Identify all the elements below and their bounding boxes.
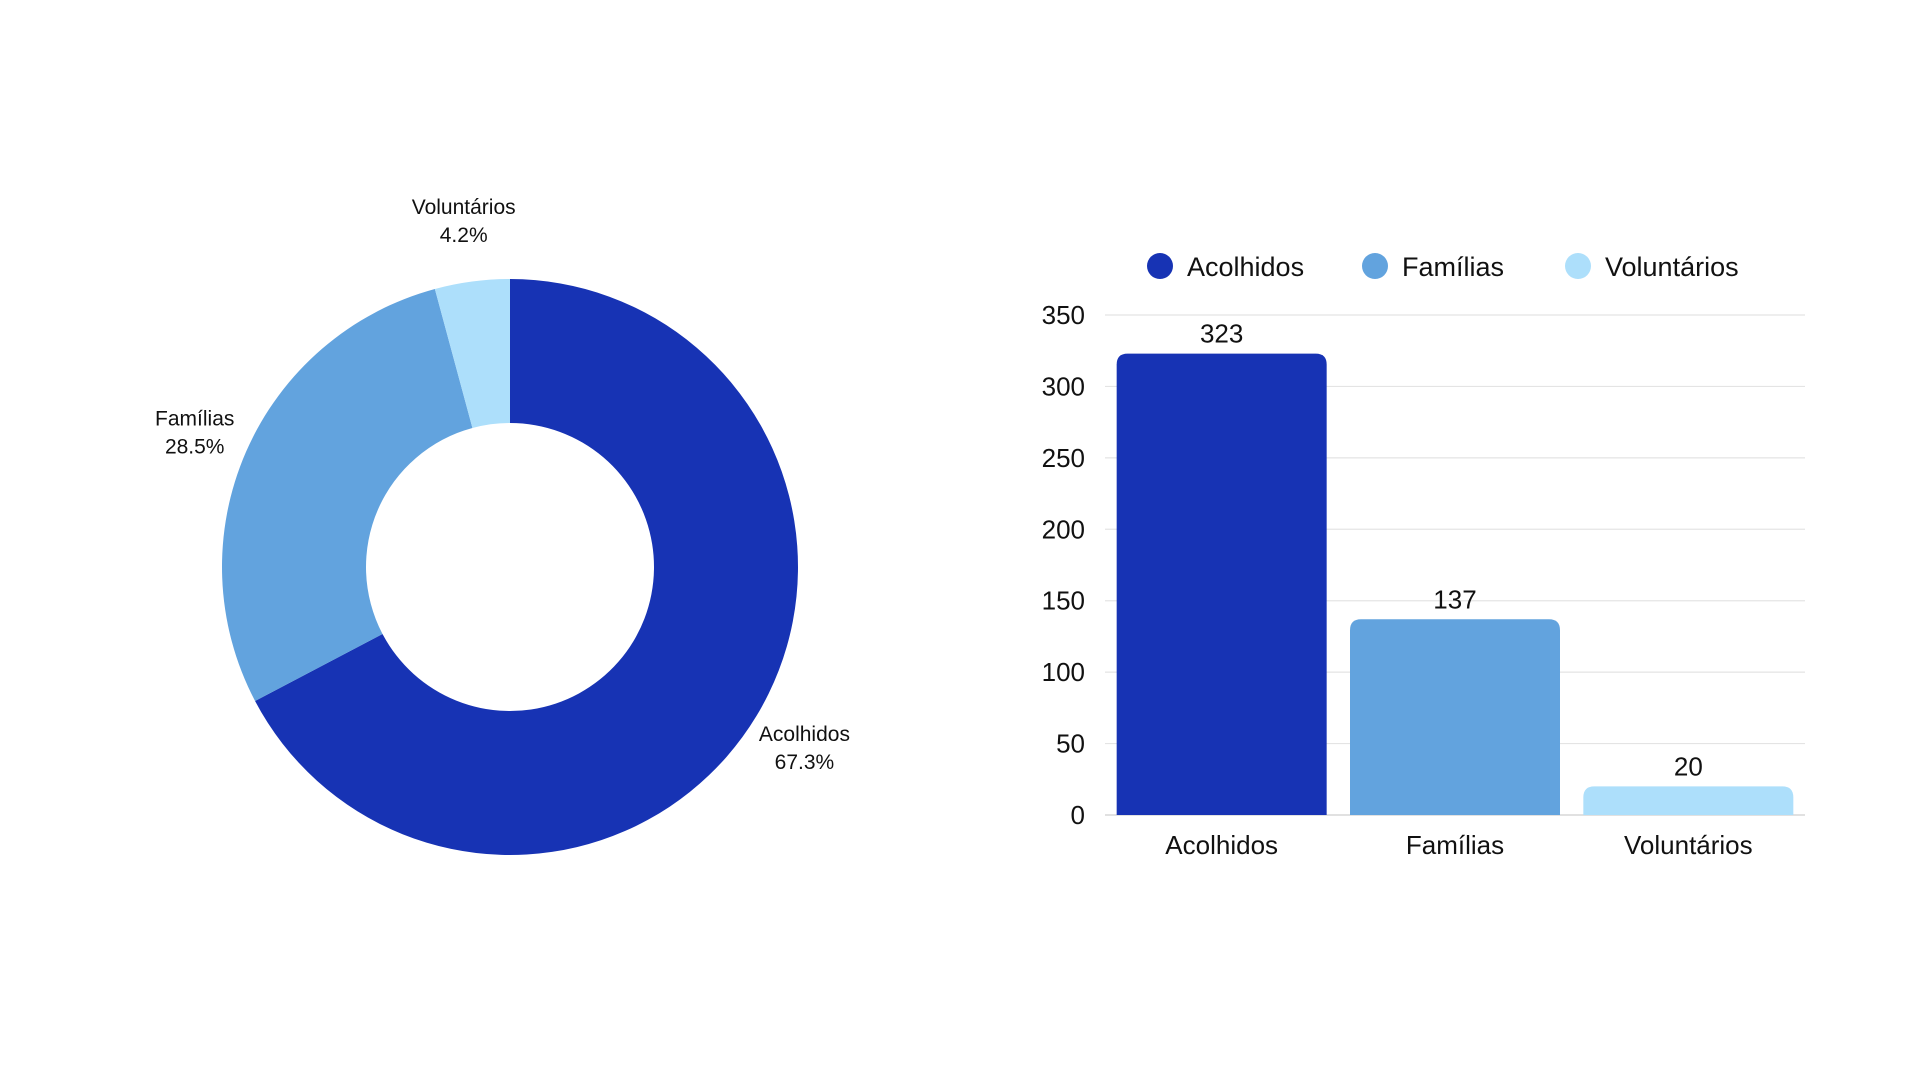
y-tick-label: 350: [1042, 300, 1085, 330]
legend-marker: [1362, 253, 1388, 279]
y-tick-label: 300: [1042, 371, 1085, 401]
donut-value-famílias: 28.5%: [165, 435, 225, 458]
bar-voluntários[interactable]: [1583, 786, 1794, 815]
legend-item-acolhidos[interactable]: Acolhidos: [1147, 252, 1304, 282]
bar-chart-legend[interactable]: Acolhidos Famílias Voluntários: [1147, 252, 1739, 282]
donut-slice-famílias[interactable]: [222, 288, 473, 701]
y-tick-label: 250: [1042, 443, 1085, 473]
legend-label: Acolhidos: [1187, 252, 1304, 282]
y-tick-label: 100: [1042, 657, 1085, 687]
donut-slice-voluntários[interactable]: [434, 279, 510, 428]
y-tick-label: 150: [1042, 586, 1085, 616]
donut-label-acolhidos: Acolhidos: [759, 723, 850, 746]
bar-data-label: 20: [1674, 751, 1703, 781]
donut-value-acolhidos: 67.3%: [775, 751, 835, 774]
bar-acolhidos[interactable]: [1116, 353, 1327, 815]
bar-chart-axes: 0 50 100 150 200 250 300 350 Acolhidos Famílias Vo…: [1042, 300, 1753, 860]
donut-label-voluntários: Voluntários: [412, 196, 516, 219]
x-tick-label: Voluntários: [1624, 830, 1753, 860]
legend-marker: [1565, 253, 1591, 279]
bar-chart-bars: 323 137 20: [1116, 319, 1794, 815]
y-tick-label: 200: [1042, 514, 1085, 544]
x-tick-label: Famílias: [1406, 830, 1504, 860]
legend-label: Voluntários: [1605, 252, 1739, 282]
legend-item-voluntários[interactable]: Voluntários: [1565, 252, 1739, 282]
legend-label: Famílias: [1402, 252, 1504, 282]
y-tick-label: 0: [1071, 800, 1085, 830]
donut-value-voluntários: 4.2%: [440, 224, 488, 247]
legend-marker: [1147, 253, 1173, 279]
bar-data-label: 137: [1433, 584, 1476, 614]
x-tick-label: Acolhidos: [1165, 830, 1278, 860]
donut-chart: Acolhidos 67.3% Famílias 28.5% Voluntários 4.…: [155, 196, 850, 856]
bar-data-label: 323: [1200, 319, 1243, 349]
donut-label-famílias: Famílias: [155, 407, 234, 430]
legend-item-famílias[interactable]: Famílias: [1362, 252, 1504, 282]
donut-slice-acolhidos[interactable]: [255, 279, 799, 856]
bar-chart: 323 137 20 0 50 100 150 200 250 300 350 Acolhidos F…: [1042, 252, 1805, 860]
y-tick-label: 50: [1056, 729, 1085, 759]
bar-famílias[interactable]: [1350, 619, 1560, 815]
